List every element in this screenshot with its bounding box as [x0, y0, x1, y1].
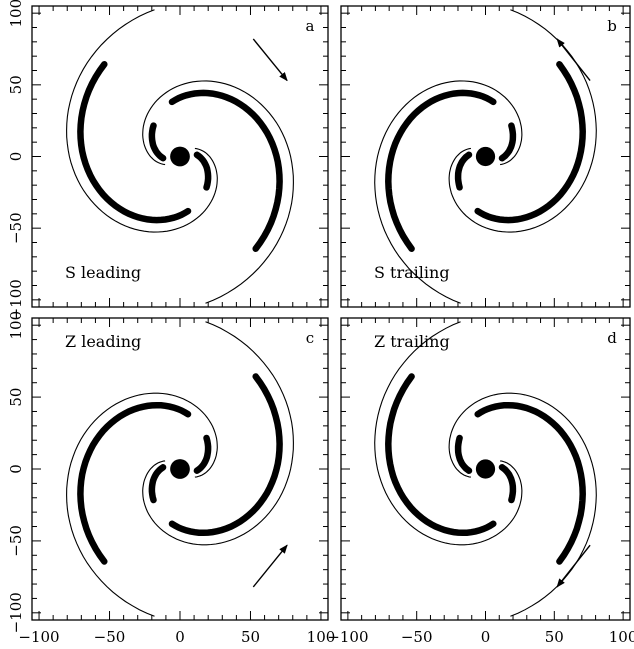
- y-tick-label: 0: [7, 152, 25, 162]
- panel-c: c Z leading: [31, 317, 329, 621]
- stellar-arm-segment: [454, 434, 473, 474]
- x-tick-label: −50: [94, 628, 126, 646]
- central-bulge: [475, 146, 496, 167]
- stellar-arm-segment: [474, 61, 586, 224]
- central-bulge: [170, 459, 190, 479]
- panel-label: S trailing: [374, 263, 450, 282]
- gas-arm-curve: [448, 392, 597, 617]
- gas-arm-curve: [142, 80, 294, 304]
- panel-grid: a S leading b S trailing c Z leading d Z traili…: [31, 5, 631, 621]
- panel-d-content: [374, 321, 597, 617]
- gas-arm-curve: [374, 80, 523, 304]
- stellar-arm-segment: [385, 373, 497, 537]
- y-tick-label: −100: [7, 279, 25, 320]
- stellar-arm-segment: [474, 401, 586, 565]
- x-tick-label: 0: [481, 628, 491, 646]
- panel-a-content: [66, 9, 294, 304]
- panel-d: d Z trailing: [340, 317, 631, 621]
- x-tick-label: 50: [545, 628, 564, 646]
- panel-letter: b: [607, 17, 617, 35]
- stellar-arm-segment: [148, 122, 167, 162]
- x-tick-label: 0: [175, 628, 185, 646]
- y-tick-label: −50: [7, 525, 25, 557]
- panel-label: Z trailing: [374, 332, 450, 351]
- panel-c-content: [66, 321, 294, 617]
- panel-letter: a: [306, 17, 315, 35]
- panel-b: b S trailing: [340, 5, 631, 308]
- gas-arm-curve: [66, 392, 218, 617]
- gas-arm-curve: [66, 9, 218, 233]
- rotation-arrow: [556, 544, 591, 588]
- stellar-arm-segment: [385, 89, 497, 252]
- panel-a: a S leading: [31, 5, 329, 308]
- y-tick-label: 0: [7, 464, 25, 474]
- stellar-arm-segment: [148, 464, 167, 504]
- panel-label: S leading: [65, 263, 141, 282]
- central-bulge: [170, 146, 190, 167]
- stellar-arm-segment: [498, 122, 517, 162]
- y-tick-label: −50: [7, 212, 25, 244]
- panel-letter: c: [306, 329, 314, 347]
- panel-b-content: [374, 9, 597, 304]
- y-tick-label: 50: [7, 388, 25, 407]
- x-tick-label: −100: [327, 628, 368, 646]
- panel-letter: d: [607, 329, 617, 347]
- y-tick-label: 100: [7, 0, 25, 28]
- stellar-arm-segment: [168, 89, 283, 252]
- central-bulge: [475, 459, 496, 479]
- gas-arm-curve: [142, 321, 294, 546]
- y-tick-label: −100: [7, 592, 25, 633]
- x-tick-label: 50: [241, 628, 260, 646]
- y-tick-label: 100: [7, 311, 25, 340]
- panel-label: Z leading: [65, 332, 141, 351]
- stellar-arm-segment: [77, 61, 192, 224]
- x-tick-label: −100: [18, 628, 59, 646]
- y-tick-label: 50: [7, 75, 25, 94]
- x-tick-label: 100: [307, 628, 336, 646]
- rotation-arrow: [252, 38, 288, 82]
- stellar-arm-segment: [168, 373, 283, 537]
- stellar-arm-segment: [454, 151, 473, 191]
- stellar-arm-segment: [77, 401, 192, 565]
- rotation-arrow: [252, 544, 288, 588]
- x-tick-label: 100: [609, 628, 634, 646]
- stellar-arm-segment: [498, 464, 517, 504]
- x-tick-label: −50: [401, 628, 433, 646]
- gas-arm-curve: [374, 321, 523, 546]
- stellar-arm-segment: [193, 151, 212, 191]
- stellar-arm-segment: [193, 434, 212, 474]
- gas-arm-curve: [448, 9, 597, 233]
- rotation-arrow: [556, 38, 591, 81]
